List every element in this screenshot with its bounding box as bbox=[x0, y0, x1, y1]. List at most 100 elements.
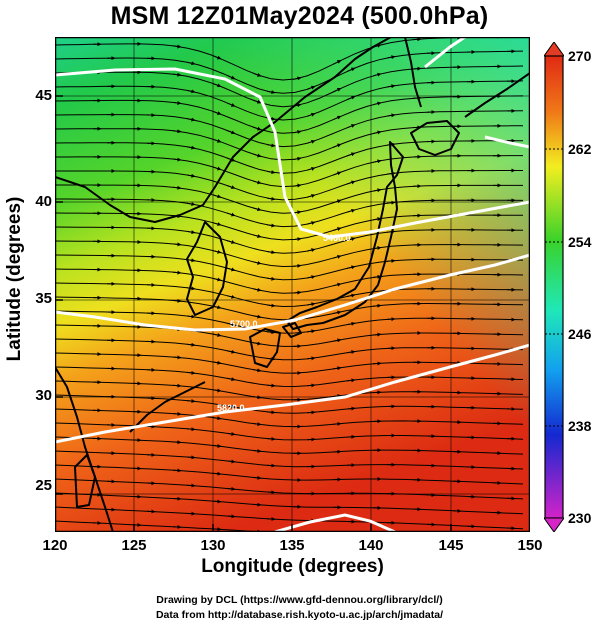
wind-arrow bbox=[306, 383, 316, 388]
y-tick-label: 45 bbox=[35, 87, 52, 104]
wind-arrow bbox=[266, 516, 276, 521]
wind-arrow bbox=[266, 143, 276, 148]
wind-arrow bbox=[372, 361, 382, 366]
wind-arrow bbox=[332, 143, 342, 148]
wind-arrow bbox=[386, 258, 396, 263]
wind-arrow bbox=[386, 229, 396, 234]
wind-arrow bbox=[306, 194, 316, 198]
wind-arrow bbox=[226, 377, 236, 382]
wind-arrow bbox=[186, 258, 196, 263]
streamline bbox=[55, 506, 524, 530]
wind-arrow bbox=[212, 83, 222, 88]
wind-arrow bbox=[252, 234, 262, 238]
wind-arrow bbox=[186, 314, 196, 319]
wind-arrow bbox=[186, 511, 196, 516]
wind-arrow bbox=[346, 124, 356, 129]
wind-arrow bbox=[412, 96, 422, 101]
coastlines bbox=[55, 37, 530, 532]
colorbar-bottom-triangle bbox=[544, 517, 564, 532]
streamline bbox=[55, 140, 523, 174]
colorbar-scale bbox=[544, 55, 564, 519]
y-tick-label: 25 bbox=[35, 477, 52, 494]
wind-arrow bbox=[266, 196, 276, 201]
wind-arrow bbox=[226, 185, 236, 189]
wind-arrow bbox=[306, 356, 316, 361]
credits-line-2: Data from http://database.rish.kyoto-u.a… bbox=[155, 609, 444, 621]
wind-arrow bbox=[226, 322, 236, 327]
wind-arrow bbox=[226, 102, 236, 107]
streamline bbox=[55, 95, 524, 134]
wind-arrow bbox=[186, 89, 196, 94]
streamline bbox=[55, 226, 524, 254]
streamline bbox=[55, 170, 523, 201]
y-tick-label: 35 bbox=[35, 290, 52, 307]
wind-arrow bbox=[266, 463, 276, 468]
wind-arrow bbox=[386, 200, 396, 205]
wind-arrow bbox=[186, 61, 196, 66]
y-tick-label: 40 bbox=[35, 193, 52, 210]
contour-label-group: 5460.0 5700.0 5820.0 bbox=[217, 233, 351, 413]
wind-arrow bbox=[186, 483, 196, 488]
wind-arrow bbox=[412, 66, 422, 71]
streamline bbox=[55, 80, 524, 121]
wind-arrow bbox=[226, 212, 236, 217]
wind-arrow bbox=[252, 287, 262, 292]
wind-arrow bbox=[212, 388, 222, 393]
map-plot: 5460.0 5700.0 5820.0 bbox=[55, 37, 530, 532]
wind-arrow bbox=[332, 338, 342, 343]
wind-arrow bbox=[212, 55, 222, 60]
wind-arrow bbox=[332, 366, 342, 371]
wind-arrow bbox=[386, 55, 396, 60]
colorbar-label: 262 bbox=[568, 141, 592, 157]
wind-arrow bbox=[226, 240, 236, 244]
wind-arrow bbox=[172, 440, 182, 445]
wind-arrow bbox=[292, 76, 302, 81]
wind-arrow bbox=[172, 157, 182, 162]
wind-arrow bbox=[266, 170, 276, 175]
wind-arrow bbox=[252, 368, 262, 373]
y-axis-label: Latitude (degrees) bbox=[4, 196, 25, 362]
wind-arrow bbox=[266, 250, 276, 255]
wind-arrow bbox=[212, 194, 222, 199]
wind-arrow bbox=[212, 222, 222, 226]
x-tick-label: 135 bbox=[279, 537, 305, 554]
wind-arrow bbox=[412, 37, 422, 42]
wind-arrow bbox=[306, 302, 316, 307]
wind-arrow bbox=[252, 126, 262, 131]
wind-arrow bbox=[332, 282, 342, 287]
wind-arrow bbox=[346, 152, 356, 157]
wind-arrow bbox=[252, 180, 262, 185]
wind-arrow bbox=[266, 410, 276, 415]
wind-arrow bbox=[226, 294, 236, 299]
wind-arrow bbox=[226, 486, 236, 491]
streamline bbox=[55, 65, 524, 108]
wind-arrow bbox=[226, 267, 236, 272]
wind-arrow bbox=[292, 237, 302, 242]
wind-arrow bbox=[252, 99, 262, 104]
y-tick-label: 30 bbox=[35, 387, 52, 404]
wind-arrow bbox=[332, 394, 342, 399]
streamline bbox=[55, 450, 524, 470]
wind-arrow bbox=[212, 166, 222, 171]
credits-line-1: Drawing by DCL (https://www.gfd-dennou.o… bbox=[156, 594, 443, 606]
wind-arrow bbox=[386, 171, 396, 176]
contour-label-5700: 5700.0 bbox=[230, 319, 258, 329]
wind-arrow bbox=[212, 360, 222, 365]
wind-arrow bbox=[292, 183, 302, 188]
map-title: MSM 12Z01May2024 (500.0hPa) bbox=[110, 2, 489, 30]
wind-arrow bbox=[226, 459, 236, 464]
streamline bbox=[55, 254, 524, 281]
wind-arrow bbox=[186, 399, 196, 404]
wind-arrow bbox=[226, 432, 236, 436]
wind-arrow bbox=[306, 85, 316, 90]
axis-ticks bbox=[55, 95, 452, 532]
wind-arrow bbox=[346, 321, 356, 326]
wind-arrow bbox=[266, 383, 276, 388]
wind-arrow bbox=[306, 221, 316, 225]
wind-arrow bbox=[252, 72, 262, 77]
wind-arrow bbox=[346, 265, 356, 270]
wind-arrow bbox=[372, 130, 382, 135]
wind-arrow bbox=[172, 185, 182, 190]
wind-arrow bbox=[306, 410, 316, 415]
wind-arrow bbox=[186, 370, 196, 375]
